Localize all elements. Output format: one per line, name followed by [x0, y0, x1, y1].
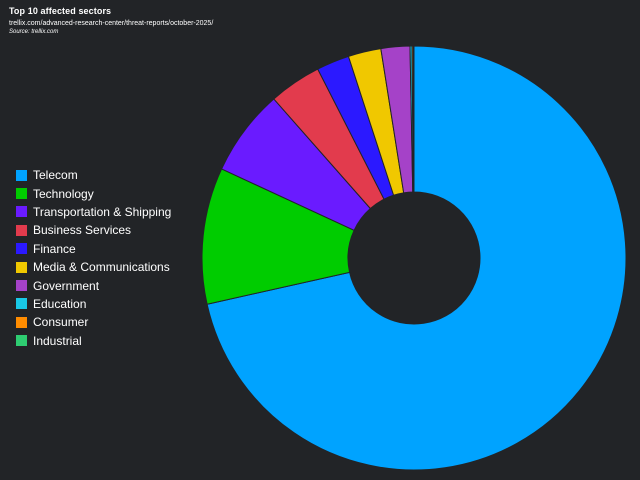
legend-label-telecom: Telecom	[33, 168, 78, 183]
legend-label-media-and-communications: Media & Communications	[33, 260, 170, 275]
source-credit: Source: trellix.com	[9, 29, 59, 35]
legend-swatch-telecom	[16, 169, 27, 181]
legend-swatch-technology	[16, 188, 27, 200]
source-url: trellix.com/advanced-research-center/thr…	[9, 20, 214, 27]
chart-header: Top 10 affected sectors trellix.com/adva…	[9, 6, 213, 36]
legend-swatch-transportation-and-shipping	[16, 206, 27, 218]
legend-item-transportation-and-shipping: Transportation & Shipping	[16, 203, 171, 221]
legend-item-industrial: Industrial	[16, 332, 171, 350]
legend-label-industrial: Industrial	[33, 333, 82, 348]
legend-swatch-consumer	[16, 316, 27, 328]
legend-item-telecom: Telecom	[16, 166, 171, 184]
slice-technology	[201, 168, 355, 305]
legend-item-government: Government	[16, 276, 171, 294]
slice-telecom	[206, 45, 627, 471]
slice-industrial	[412, 45, 415, 193]
legend-item-media-and-communications: Media & Communications	[16, 258, 171, 276]
legend-label-consumer: Consumer	[33, 315, 89, 330]
legend-swatch-business-services	[16, 224, 27, 236]
legend-item-education: Education	[16, 295, 171, 313]
legend-item-consumer: Consumer	[16, 313, 171, 331]
legend-item-technology: Technology	[16, 184, 171, 202]
legend-label-government: Government	[33, 278, 100, 293]
legend-label-transportation-and-shipping: Transportation & Shipping	[33, 204, 172, 219]
legend-swatch-government	[16, 280, 27, 292]
legend-label-technology: Technology	[33, 186, 94, 201]
legend-item-business-services: Business Services	[16, 221, 171, 239]
legend-item-finance: Finance	[16, 240, 171, 258]
legend-label-business-services: Business Services	[33, 223, 132, 238]
legend-swatch-finance	[16, 243, 27, 255]
legend-swatch-media-and-communications	[16, 261, 27, 273]
legend-swatch-education	[16, 298, 27, 310]
legend-label-education: Education	[33, 296, 87, 311]
legend-swatch-industrial	[16, 335, 27, 347]
chart-title: Top 10 affected sectors	[9, 6, 112, 16]
chart-legend: Telecom Technology Transportation & Shippi…	[16, 166, 171, 350]
legend-label-finance: Finance	[33, 241, 76, 256]
